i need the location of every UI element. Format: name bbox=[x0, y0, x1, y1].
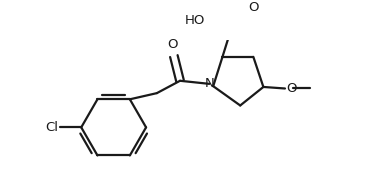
Text: Cl: Cl bbox=[45, 121, 58, 134]
Text: N: N bbox=[204, 77, 214, 90]
Text: O: O bbox=[248, 1, 259, 14]
Text: O: O bbox=[167, 38, 178, 51]
Text: HO: HO bbox=[185, 14, 206, 27]
Text: O: O bbox=[286, 82, 296, 95]
